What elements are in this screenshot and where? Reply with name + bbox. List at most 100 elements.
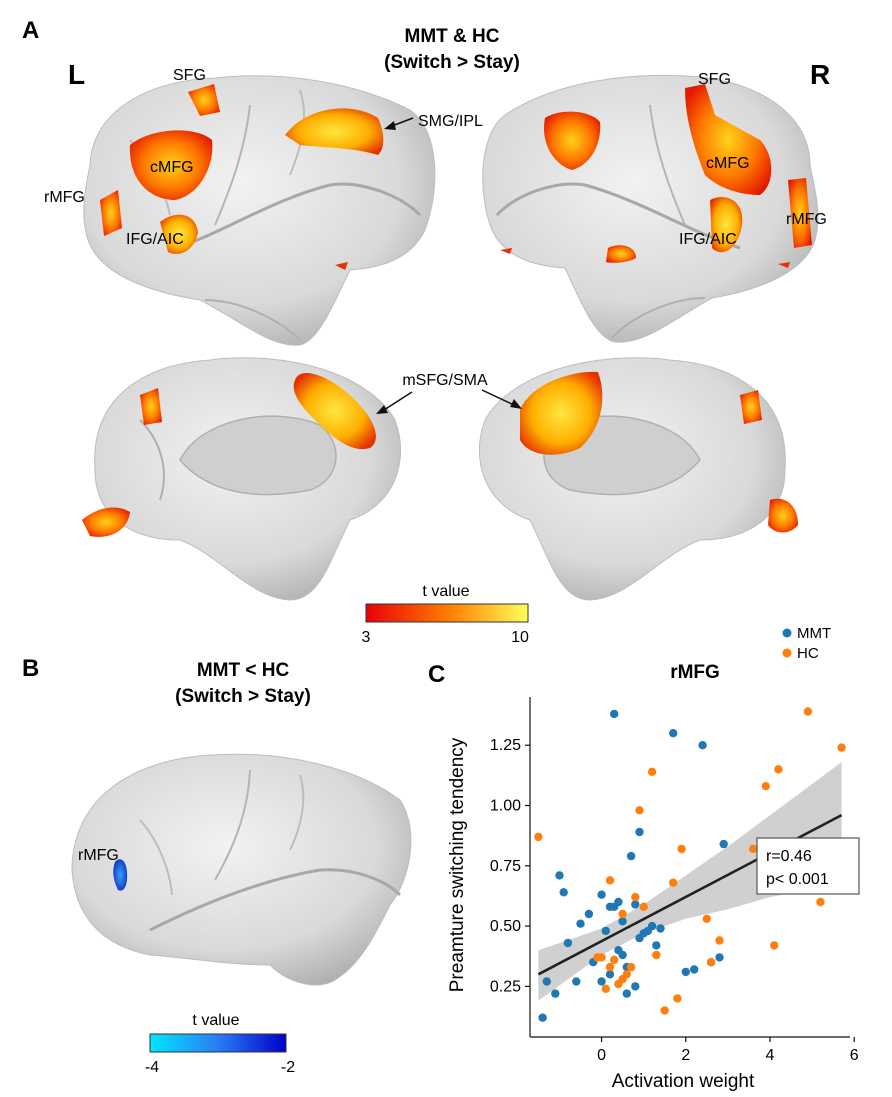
brain-right-lateral: [482, 74, 819, 343]
point-hc: [647, 767, 657, 776]
point-hc: [605, 962, 615, 972]
point-hc: [761, 782, 770, 791]
point-mmt: [656, 924, 665, 933]
point-hc: [803, 707, 813, 716]
confidence-band: [538, 762, 842, 1001]
point-mmt: [555, 871, 564, 880]
label-ifg-aic-left: IFG/AIC: [126, 231, 184, 248]
stats-r: r=0.46: [766, 848, 812, 865]
point-mmt: [597, 890, 606, 899]
x-tick-label: 2: [681, 1047, 690, 1064]
point-mmt: [542, 977, 551, 986]
activation-clusters-right-lateral: [500, 84, 812, 268]
y-axis-title: Preamture switching tendency: [447, 737, 468, 992]
label-ifg-aic-right: IFG/AIC: [679, 231, 737, 248]
point-hc: [593, 953, 602, 962]
point-hc: [605, 876, 615, 885]
y-tick-label: 1.25: [490, 737, 521, 754]
label-sfg-right: SFG: [698, 71, 731, 88]
point-mmt: [576, 919, 585, 928]
point-mmt: [610, 902, 619, 911]
legend-hc-marker: [782, 648, 792, 658]
point-mmt: [681, 967, 690, 977]
x-axis-title: Activation weight: [612, 1071, 755, 1092]
point-mmt: [563, 938, 573, 948]
panel-b-letter: B: [22, 655, 39, 682]
point-hc: [660, 1006, 669, 1015]
point-hc: [669, 878, 678, 887]
point-mmt: [597, 977, 606, 986]
colorbar-b-min: -4: [145, 1059, 159, 1076]
point-hc: [610, 955, 619, 964]
y-tick-label: 0.50: [490, 918, 521, 935]
colorbar-b-gradient: [149, 1033, 287, 1053]
point-mmt: [572, 977, 581, 986]
point-mmt: [618, 917, 627, 926]
point-hc: [601, 984, 610, 993]
point-mmt: [538, 1013, 547, 1022]
point-mmt: [559, 888, 568, 897]
y-tick-label: 0.75: [490, 858, 521, 875]
point-mmt: [669, 729, 678, 738]
point-hc: [534, 832, 543, 842]
x-tick-label: 6: [850, 1047, 859, 1064]
point-hc: [774, 765, 783, 774]
legend-mmt-label: MMT: [797, 625, 831, 642]
point-mmt: [652, 941, 661, 950]
label-rmfg-right: rMFG: [786, 211, 827, 228]
chart-legend: MMT HC: [782, 625, 831, 662]
panel-a-title-line2: (Switch > Stay): [384, 52, 520, 73]
point-hc: [635, 806, 644, 815]
point-hc: [749, 844, 758, 854]
panel-a-letter: A: [22, 17, 39, 44]
point-mmt: [626, 851, 636, 861]
point-mmt: [618, 950, 627, 960]
brain-right-medial: [478, 357, 786, 601]
point-hc: [618, 909, 627, 919]
point-hc: [770, 941, 779, 950]
point-mmt: [698, 741, 707, 750]
chart-title: rMFG: [670, 662, 720, 683]
point-hc: [639, 902, 648, 911]
x-tick-label: 0: [597, 1047, 606, 1064]
label-sfg-left: SFG: [173, 67, 206, 84]
point-mmt: [584, 909, 594, 919]
colorbar-b-label: t value: [192, 1012, 239, 1029]
panel-b-title-line1: MMT < HC: [197, 660, 290, 681]
point-hc: [626, 962, 636, 972]
label-rmfg-left: rMFG: [44, 189, 85, 206]
point-hc: [702, 914, 711, 923]
point-hc: [706, 958, 716, 967]
brain-left-lateral: [83, 75, 436, 346]
point-hc: [652, 950, 661, 960]
point-hc: [816, 897, 825, 907]
point-mmt: [647, 921, 657, 931]
rmfg-cluster-b: [113, 859, 128, 891]
legend-hc-label: HC: [797, 645, 819, 662]
point-mmt: [719, 839, 728, 849]
point-mmt: [631, 900, 640, 909]
label-smg-ipl: SMG/IPL: [418, 113, 483, 130]
stats-p: p< 0.001: [766, 871, 829, 888]
point-hc: [715, 936, 724, 945]
hemisphere-right-label: R: [810, 59, 830, 90]
point-hc: [837, 743, 846, 752]
activation-clusters-left-medial: [82, 372, 376, 537]
colorbar-a-max: 10: [511, 629, 529, 646]
hemisphere-left-label: L: [68, 59, 85, 90]
label-rmfg-b: rMFG: [78, 847, 119, 864]
activation-clusters-left-lateral: [100, 84, 384, 270]
panel-b-title-line2: (Switch > Stay): [175, 686, 311, 707]
point-hc: [631, 892, 640, 902]
point-mmt: [622, 989, 631, 998]
point-mmt: [601, 926, 610, 936]
x-tick-label: 4: [766, 1047, 775, 1064]
point-mmt: [605, 970, 615, 979]
point-mmt: [610, 709, 619, 719]
y-tick-label: 0.25: [490, 978, 521, 995]
activation-clusters-right-medial: [520, 371, 798, 533]
label-cmfg-left: cMFG: [150, 159, 194, 176]
point-mmt: [631, 982, 640, 991]
stats-box-frame: [756, 837, 860, 895]
